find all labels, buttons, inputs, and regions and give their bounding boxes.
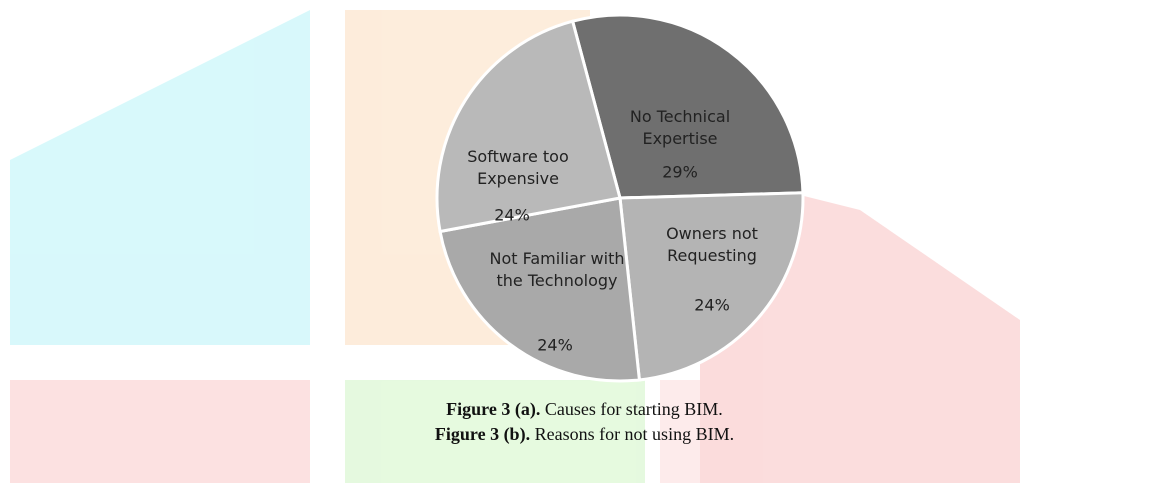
value-label: 24% — [694, 295, 730, 315]
value-label: 29% — [662, 162, 698, 182]
watermark-shape — [10, 380, 310, 483]
pie-slice — [570, 13, 805, 200]
caption-text: Causes for starting BIM. — [544, 399, 723, 419]
caption-text: Reasons for not using BIM. — [534, 424, 735, 444]
pie-slice — [618, 191, 805, 382]
slice-label: Software too Expensive — [467, 147, 569, 188]
watermark-shape — [10, 10, 310, 345]
watermark-shape — [345, 380, 645, 483]
slice-label: No Technical Expertise — [629, 107, 731, 148]
pie-slice — [438, 196, 642, 383]
slice-label: Owners not Requesting — [666, 224, 758, 265]
pie-slice — [435, 19, 622, 234]
watermark — [10, 10, 1020, 483]
caption-label: Figure 3 (b). — [434, 424, 531, 444]
caption: Figure 3 (a). Causes for starting BIM. — [0, 399, 1169, 420]
caption: Figure 3 (b). Reasons for not using BIM. — [0, 424, 1169, 445]
slice-label: Not Familiar with the Technology — [489, 249, 625, 290]
value-label: 24% — [537, 335, 573, 355]
caption-label: Figure 3 (a). — [446, 399, 541, 419]
value-label: 24% — [494, 205, 530, 225]
watermark-shape — [660, 380, 700, 483]
